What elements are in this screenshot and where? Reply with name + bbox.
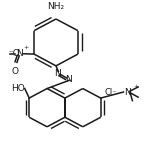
Text: NH₂: NH₂ (47, 2, 65, 11)
Text: N: N (124, 88, 131, 97)
Text: N: N (54, 69, 61, 78)
Text: +: + (24, 45, 29, 50)
Text: HO: HO (11, 84, 25, 93)
Text: ⁻O: ⁻O (8, 49, 20, 58)
Text: Cl⁻: Cl⁻ (105, 88, 117, 97)
Text: N: N (16, 49, 23, 58)
Text: O: O (11, 67, 18, 76)
Text: +: + (134, 84, 139, 89)
Text: N: N (65, 75, 72, 84)
